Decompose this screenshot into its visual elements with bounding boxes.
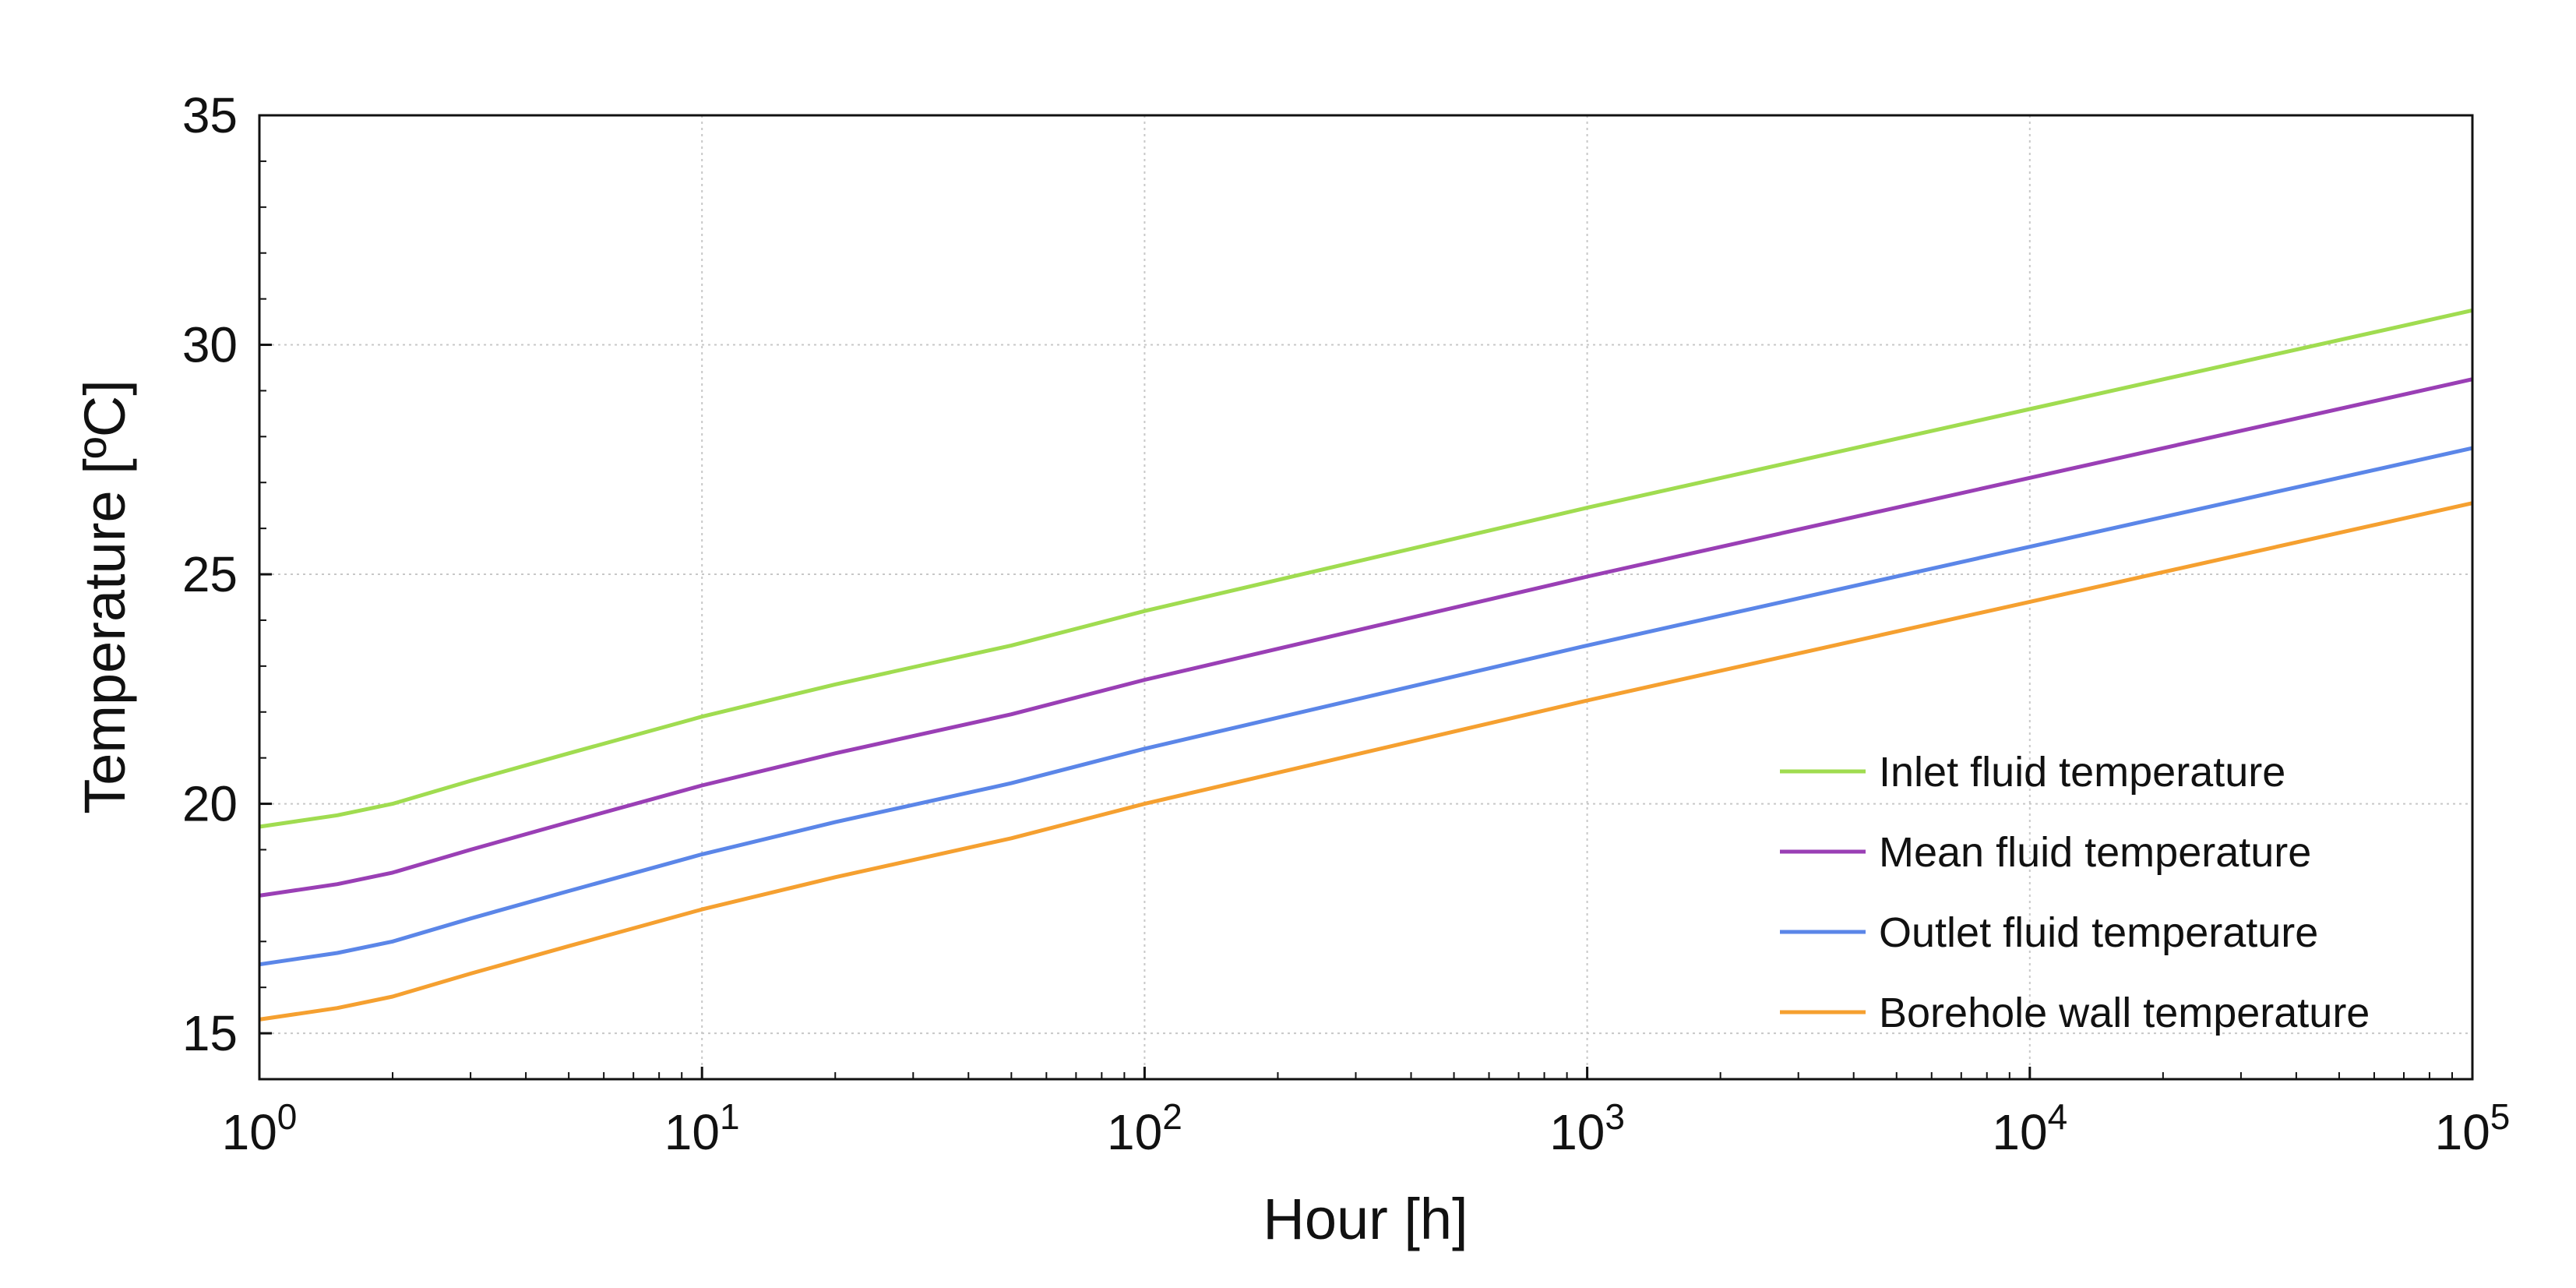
series-group: [259, 308, 2473, 1022]
x-tick-base: 10: [222, 1104, 277, 1160]
y-tick-labels: 15 20 25 30 35: [182, 87, 238, 1061]
x-tick-base: 10: [664, 1104, 720, 1160]
y-tick-label: 25: [182, 546, 238, 602]
x-tick-base: 10: [1549, 1104, 1605, 1160]
series-line: [259, 446, 2473, 967]
legend: Inlet fluid temperature Mean fluid temper…: [1780, 749, 2370, 1036]
series-line: [259, 501, 2473, 1022]
legend-label: Inlet fluid temperature: [1879, 749, 2285, 796]
x-tick-base: 10: [2435, 1104, 2490, 1160]
x-tick-base: 10: [1107, 1104, 1162, 1160]
x-axis-title: Hour [h]: [1263, 1187, 1468, 1251]
legend-label: Mean fluid temperature: [1879, 829, 2311, 876]
x-tick-exponent: 2: [1162, 1096, 1182, 1137]
series-line: [259, 308, 2473, 829]
y-tick-label: 20: [182, 776, 238, 832]
legend-label: Borehole wall temperature: [1879, 990, 2370, 1036]
x-tick-exponent: 4: [2048, 1096, 2068, 1137]
x-tick-exponent: 1: [720, 1096, 740, 1137]
x-tick-label: 104: [1992, 1096, 2067, 1160]
x-tick-exponent: 3: [1605, 1096, 1625, 1137]
plot-frame: [258, 114, 2474, 1081]
x-tick-exponent: 5: [2490, 1096, 2511, 1137]
x-tick-label: 101: [664, 1096, 740, 1160]
y-tick-label: 15: [182, 1005, 238, 1061]
legend-label: Outlet fluid temperature: [1879, 909, 2318, 956]
x-tick-exponent: 0: [277, 1096, 298, 1137]
y-tick-label: 30: [182, 317, 238, 373]
y-tick-label: 35: [182, 87, 238, 143]
x-tick-base: 10: [1992, 1104, 2047, 1160]
x-tick-label: 102: [1107, 1096, 1182, 1160]
x-tick-labels: 100 101 102 103 104 105: [222, 1096, 2511, 1160]
y-axis-title: Temperature [ºC]: [72, 379, 137, 814]
x-tick-label: 100: [222, 1096, 298, 1160]
x-tick-label: 103: [1549, 1096, 1625, 1160]
x-tick-label: 105: [2435, 1096, 2511, 1160]
series-line: [259, 377, 2473, 898]
